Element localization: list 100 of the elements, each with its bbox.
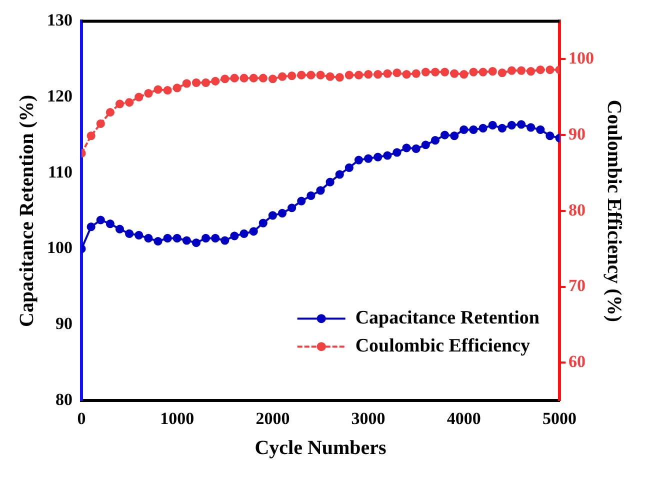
y2-tick-label: 70 [568,276,586,296]
y-tick-label: 100 [47,238,72,258]
point [192,238,201,248]
point [211,76,220,86]
point [182,236,191,245]
point [507,66,516,75]
point [383,69,392,78]
point [144,234,153,243]
point [430,68,440,76]
x-axis-title: Cycle Numbers [254,437,387,460]
y2-tick-label: 100 [568,48,594,68]
point [536,125,545,134]
point [125,98,134,107]
point [421,68,430,76]
point [86,131,96,140]
point [163,86,172,95]
point [115,100,124,108]
point [460,125,468,134]
point [154,85,162,94]
point [230,232,239,240]
point [182,79,191,88]
point [402,144,411,152]
point [488,66,497,76]
point [402,70,411,79]
point [172,234,182,243]
point [240,74,248,82]
point [268,211,277,220]
point [469,68,478,76]
point [440,130,450,140]
point [383,151,392,160]
point [421,140,430,150]
point [258,218,268,228]
point [258,74,268,82]
point [546,65,554,74]
point [154,236,162,246]
point [536,65,545,74]
point [268,74,277,84]
y-tick-label: 110 [48,162,72,182]
point [326,72,334,81]
point [125,229,134,238]
point [412,144,420,153]
point [364,70,373,79]
point [374,70,382,79]
point [230,74,239,82]
y2-tick-label: 60 [568,352,586,372]
y-tick-label: 130 [47,10,72,30]
y2-tick-label: 90 [568,124,586,144]
point [478,124,488,132]
point [526,66,536,76]
point [546,131,554,140]
point [316,186,325,195]
point [440,68,450,76]
y-tick-label: 80 [56,390,72,409]
point [211,234,220,243]
point [374,152,382,162]
point [134,230,144,240]
x-tick-label: 2000 [256,409,290,428]
point [392,148,402,157]
point [412,69,420,78]
point [86,222,96,232]
point [306,191,316,200]
point [316,70,325,80]
point [516,66,526,75]
point [354,156,364,164]
point [478,68,488,76]
y2-axis-title: Coulombic Efficiency (%) [602,100,625,322]
point [201,234,210,243]
legend-label: Coulombic Efficiency [355,336,531,357]
point [96,216,105,224]
legend-label: Capacitance Retention [355,308,540,329]
point [115,224,124,234]
point [498,68,506,78]
y-axis-title: Capacitance Retention (%) [16,94,38,327]
point [354,70,364,80]
y-tick-label: 120 [47,86,72,106]
point [488,120,497,130]
x-tick-label: 3000 [351,409,386,428]
point [106,108,114,117]
point [344,163,354,172]
point [507,120,516,130]
point [163,234,172,243]
point [297,70,306,80]
point [469,125,478,134]
y2-tick-label: 80 [568,200,586,220]
point [392,68,402,78]
point [306,70,316,80]
point [106,220,114,228]
point [450,69,459,78]
point [144,88,153,98]
x-tick-label: 0 [77,409,86,428]
point [430,136,440,145]
point [335,73,344,82]
point [526,123,536,132]
point [498,124,506,132]
point [460,70,468,79]
point [364,154,373,163]
point [288,72,296,80]
point [278,72,287,81]
x-tick-label: 5000 [542,409,576,428]
point [96,119,105,128]
